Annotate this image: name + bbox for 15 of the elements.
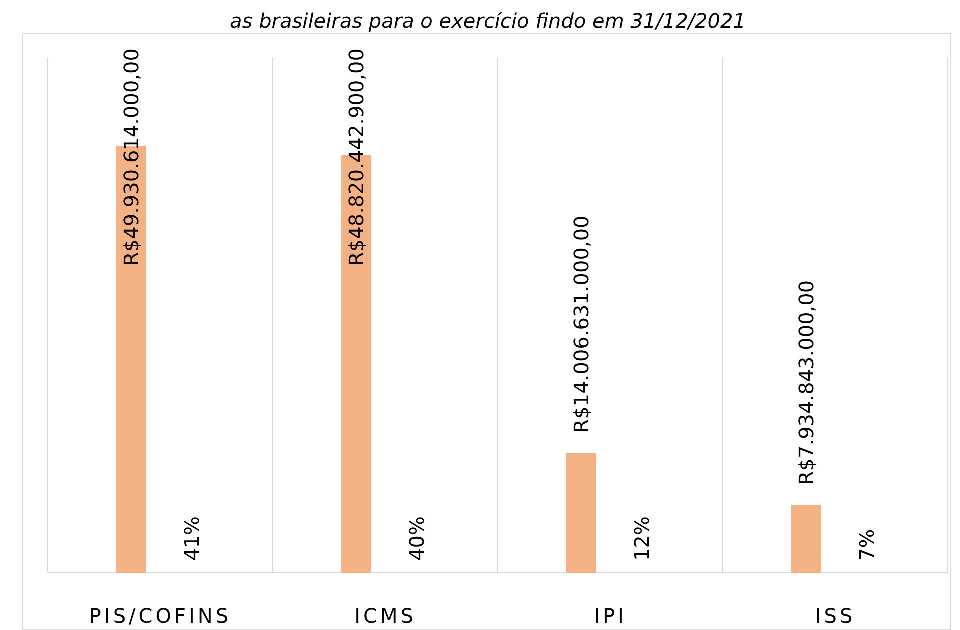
data-label: R$49.930.614.000,00 bbox=[119, 48, 144, 266]
x-tick-label: PIS/COFINS bbox=[89, 604, 232, 628]
annotation: 12% bbox=[630, 516, 654, 561]
annotation: 40% bbox=[405, 516, 429, 561]
data-label: R$14.006.631.000,00 bbox=[569, 216, 594, 434]
x-tick-label: ICMS bbox=[354, 604, 416, 628]
chart-title: as brasileiras para o exercício findo em 31/12/2021 bbox=[230, 9, 746, 33]
annotation: 41% bbox=[180, 516, 204, 561]
bar bbox=[566, 453, 596, 573]
bar bbox=[791, 505, 822, 573]
x-tick-label: ISS bbox=[815, 604, 856, 628]
annotation: 7% bbox=[855, 529, 879, 561]
x-tick-label: IPI bbox=[594, 604, 627, 628]
data-label: R$7.934.843.000,00 bbox=[794, 280, 818, 486]
data-label: R$48.820.442.900,00 bbox=[344, 48, 368, 266]
